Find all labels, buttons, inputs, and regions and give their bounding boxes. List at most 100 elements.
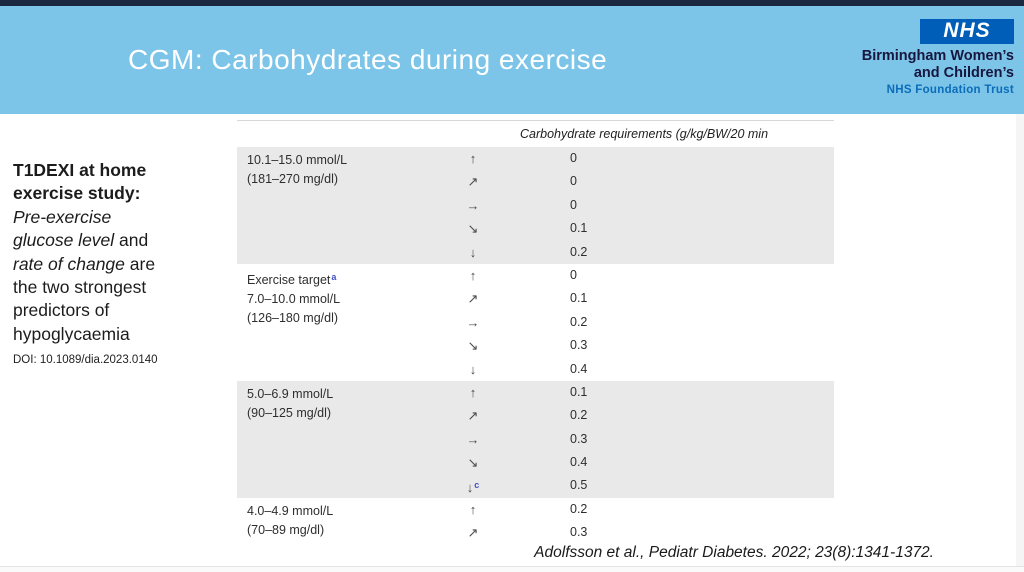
- nhs-trust-logo: NHS Birmingham Women’s and Children’s NH…: [862, 19, 1014, 96]
- carb-requirement-value: 0.1: [570, 384, 588, 399]
- trend-row: ↑ 0: [237, 264, 834, 287]
- arrow-up-icon: ↑: [469, 501, 477, 517]
- doi-reference: DOI: 10.1089/dia.2023.0140: [13, 354, 158, 367]
- study-text-plain: are: [124, 253, 156, 274]
- study-text-line: Pre-exercise: [13, 206, 112, 227]
- carb-requirement-value: 0.5: [570, 478, 588, 493]
- carb-requirement-value: 0: [570, 174, 577, 189]
- study-text-line: predictors of: [13, 300, 110, 321]
- glucose-range-group: 4.0–4.9 mmol/L (70–89 mg/dl) ↑ 0.2 ↗ 0.3: [237, 498, 834, 545]
- arrow-up-icon: ↑: [469, 151, 477, 166]
- arrow-up-right-icon: ↗: [467, 525, 479, 541]
- carb-requirement-value: 0: [570, 267, 577, 282]
- trend-row: ↘ 0.1: [237, 217, 834, 240]
- arrow-right-icon: →: [466, 431, 480, 447]
- arrow-down-icon: ↓: [469, 244, 477, 260]
- carb-requirement-value: 0.3: [570, 338, 588, 353]
- glucose-range-line: Exercise targeta: [247, 271, 337, 287]
- slide-title: CGM: Carbohydrates during exercise: [128, 44, 608, 75]
- arrow-right-icon: →: [466, 197, 480, 213]
- glucose-range-line: (126–180 mg/dl): [247, 310, 339, 325]
- study-text-line: glucose level and: [13, 229, 233, 252]
- arrow-right-icon: →: [466, 314, 480, 330]
- source-citation: Adolfsson et al., Pediatr Diabetes. 2022…: [534, 544, 934, 561]
- glucose-range-group: 10.1–15.0 mmol/L (181–270 mg/dl) ↑ 0 ↗ 0 → 0 ↘ 0.…: [237, 147, 834, 264]
- table-header-label: Carbohydrate requirements (g/kg/BW/20 mi…: [520, 127, 769, 141]
- glucose-range-line: 7.0–10.0 mmol/L: [247, 291, 341, 306]
- trust-name-line2: and Children’s: [913, 64, 1014, 81]
- study-heading-line: T1DEXI at home: [13, 160, 147, 180]
- trend-row: → 0.2: [237, 311, 834, 334]
- study-text-line: hypoglycaemia: [13, 323, 130, 344]
- arrow-down-right-icon: ↘: [467, 455, 479, 471]
- carb-requirement-value: 0.2: [570, 408, 588, 423]
- glucose-range-label: 10.1–15.0 mmol/L (181–270 mg/dl): [247, 151, 347, 189]
- arrow-up-right-icon: ↗: [467, 408, 479, 424]
- exercise-table-groups: 10.1–15.0 mmol/L (181–270 mg/dl) ↑ 0 ↗ 0 → 0 ↘ 0.…: [237, 147, 834, 545]
- trend-row: ↗ 0.3: [237, 521, 834, 544]
- carb-requirement-value: 0.2: [570, 244, 588, 259]
- glucose-range-label: 4.0–4.9 mmol/L (70–89 mg/dl): [247, 502, 333, 540]
- trend-row: ↓ 0.2: [237, 241, 834, 264]
- right-edge-shade: [1016, 114, 1024, 566]
- study-text-emphasis: rate of change: [13, 253, 125, 274]
- glucose-range-line: 4.0–4.9 mmol/L: [247, 503, 334, 518]
- trend-row: ↑ 0: [237, 147, 834, 170]
- trend-row: → 0: [237, 194, 834, 217]
- foundation-trust-label: NHS Foundation Trust: [886, 84, 1014, 96]
- trend-row: ↗ 0.2: [237, 404, 834, 427]
- carb-requirement-value: 0.4: [570, 361, 588, 376]
- arrow-down-icon: ↓c: [466, 480, 480, 496]
- trend-row: ↗ 0.1: [237, 287, 834, 310]
- header-banner: CGM: Carbohydrates during exercise NHS B…: [0, 6, 1024, 114]
- top-bar: [0, 0, 1024, 6]
- study-text-plain: and: [114, 230, 149, 251]
- trend-row: ↓c 0.5: [237, 474, 834, 497]
- arrow-up-right-icon: ↗: [467, 174, 479, 190]
- carb-requirement-value: 0.4: [570, 455, 588, 470]
- carb-requirement-value: 0.2: [570, 501, 588, 516]
- carb-requirement-value: 0: [570, 197, 577, 212]
- trend-row: ↘ 0.4: [237, 451, 834, 474]
- footnote-marker: a: [331, 271, 337, 282]
- carb-requirement-value: 0.2: [570, 314, 588, 329]
- table-header-row: Carbohydrate requirements (g/kg/BW/20 mi…: [237, 121, 834, 147]
- trust-name-line1: Birmingham Women’s: [861, 48, 1014, 64]
- glucose-range-line: (90–125 mg/dl): [247, 405, 332, 420]
- carb-requirement-value: 0.1: [570, 221, 588, 236]
- arrow-down-right-icon: ↘: [467, 221, 479, 237]
- glucose-range-label: 5.0–6.9 mmol/L (90–125 mg/dl): [247, 385, 333, 423]
- study-text-line: rate of change are: [13, 253, 233, 276]
- glucose-range-line: 10.1–15.0 mmol/L: [247, 153, 348, 167]
- carb-requirement-value: 0.1: [570, 291, 588, 306]
- glucose-range-label: Exercise targeta 7.0–10.0 mmol/L (126–180 …: [247, 268, 340, 328]
- glucose-range-group: 5.0–6.9 mmol/L (90–125 mg/dl) ↑ 0.1 ↗ 0.2 → 0.3…: [237, 380, 834, 498]
- glucose-range-line: (181–270 mg/dl): [247, 172, 339, 186]
- glucose-range-line: (70–89 mg/dl): [247, 522, 325, 537]
- nhs-logo-icon: NHS: [920, 19, 1014, 44]
- arrow-up-icon: ↑: [469, 267, 477, 283]
- footnote-marker: c: [474, 480, 480, 491]
- glucose-range-group: Exercise targeta 7.0–10.0 mmol/L (126–180 …: [237, 264, 834, 381]
- trend-row: → 0.3: [237, 428, 834, 451]
- carb-requirement-value: 0.3: [570, 431, 588, 446]
- study-heading-line: exercise study:: [13, 183, 141, 204]
- trend-row: ↗ 0: [237, 170, 834, 193]
- trend-row: ↘ 0.3: [237, 334, 834, 357]
- trend-row: ↑ 0.2: [237, 498, 834, 521]
- glucose-range-line: 5.0–6.9 mmol/L: [247, 386, 334, 401]
- bottom-bar: [0, 566, 1024, 572]
- carbohydrate-requirements-table: Carbohydrate requirements (g/kg/BW/20 mi…: [237, 120, 834, 545]
- study-text-emphasis: glucose level: [13, 230, 115, 251]
- trend-row: ↑ 0.1: [237, 381, 834, 404]
- arrow-down-icon: ↓: [469, 361, 477, 377]
- arrow-up-right-icon: ↗: [467, 291, 479, 307]
- trend-row: ↓ 0.4: [237, 358, 834, 381]
- carb-requirement-value: 0: [570, 151, 577, 165]
- arrow-up-icon: ↑: [469, 384, 477, 400]
- carb-requirement-value: 0.3: [570, 525, 588, 540]
- arrow-down-right-icon: ↘: [467, 338, 479, 354]
- study-text-line: the two strongest: [13, 277, 147, 298]
- study-summary-text: T1DEXI at home exercise study: Pre-exerc…: [13, 159, 233, 373]
